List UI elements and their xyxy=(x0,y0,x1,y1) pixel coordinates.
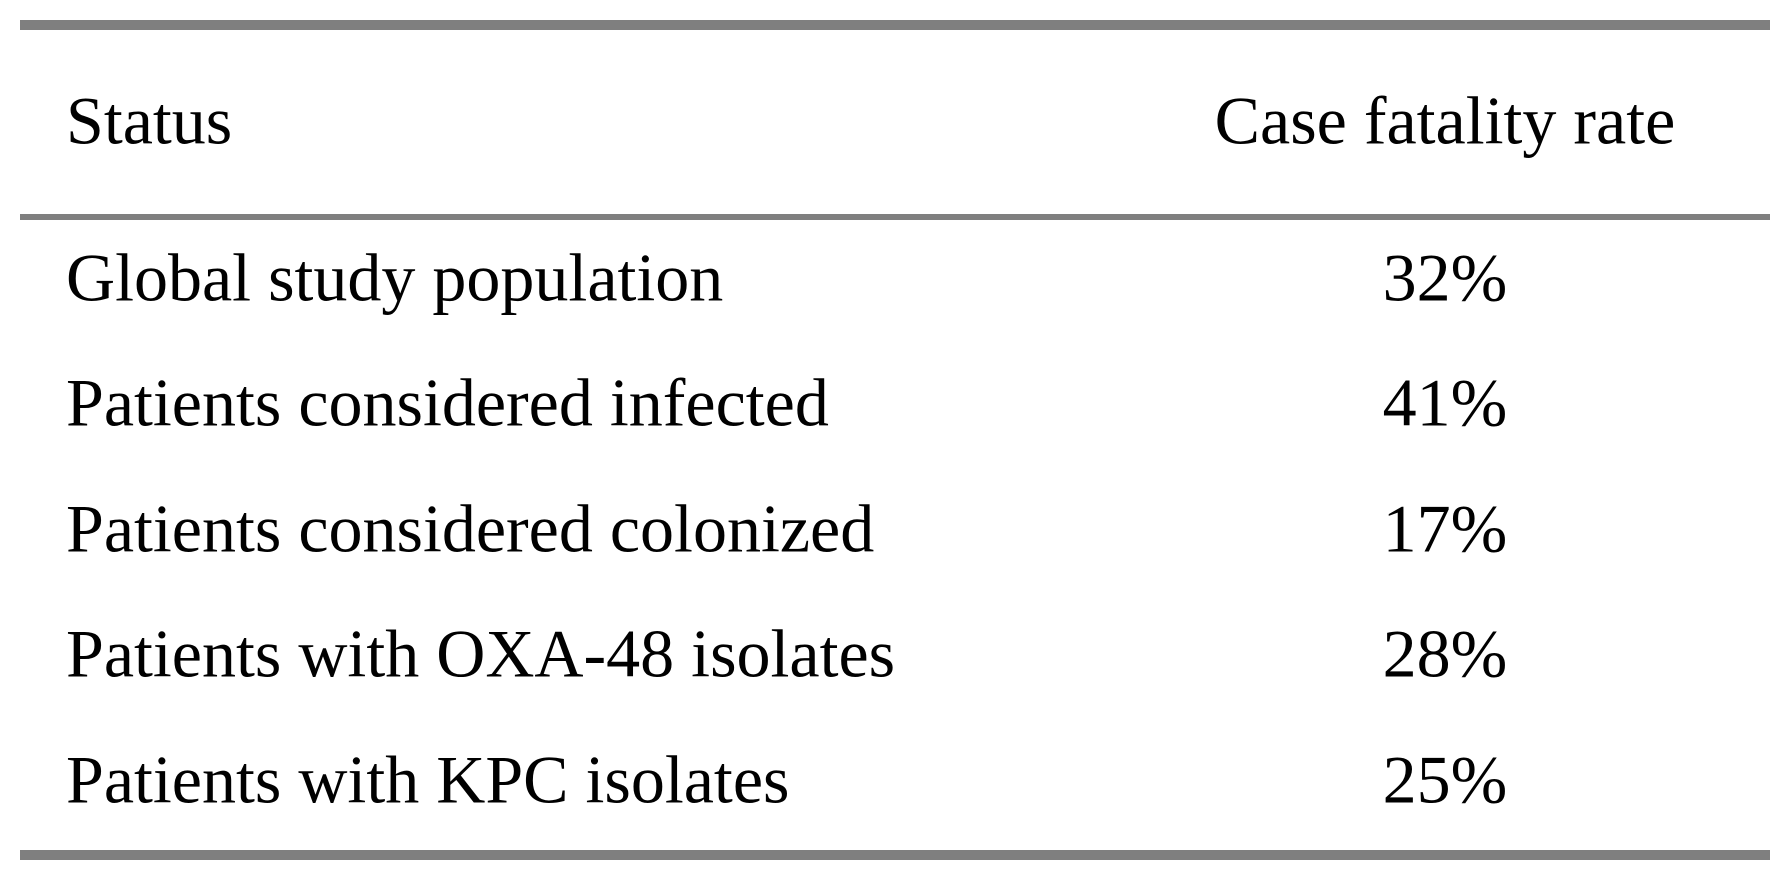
row-value: 28% xyxy=(1383,616,1508,692)
header-cell: Case fatality rate xyxy=(1215,83,1676,159)
row-value: 41% xyxy=(1383,365,1508,441)
row-label: Patients considered colonized xyxy=(66,491,874,567)
row-label: Patients with KPC isolates xyxy=(66,742,789,818)
row-label: Patients considered infected xyxy=(66,365,829,441)
top-rule xyxy=(20,20,1770,30)
row-value: 17% xyxy=(1383,491,1508,567)
bottom-rule xyxy=(20,850,1770,860)
row-value: 32% xyxy=(1383,240,1508,316)
row-value: 25% xyxy=(1383,742,1508,818)
row-label: Global study population xyxy=(66,240,723,316)
row-label: Patients with OXA-48 isolates xyxy=(66,616,895,692)
header-cell: Status xyxy=(66,83,232,159)
header-rule xyxy=(20,214,1770,220)
